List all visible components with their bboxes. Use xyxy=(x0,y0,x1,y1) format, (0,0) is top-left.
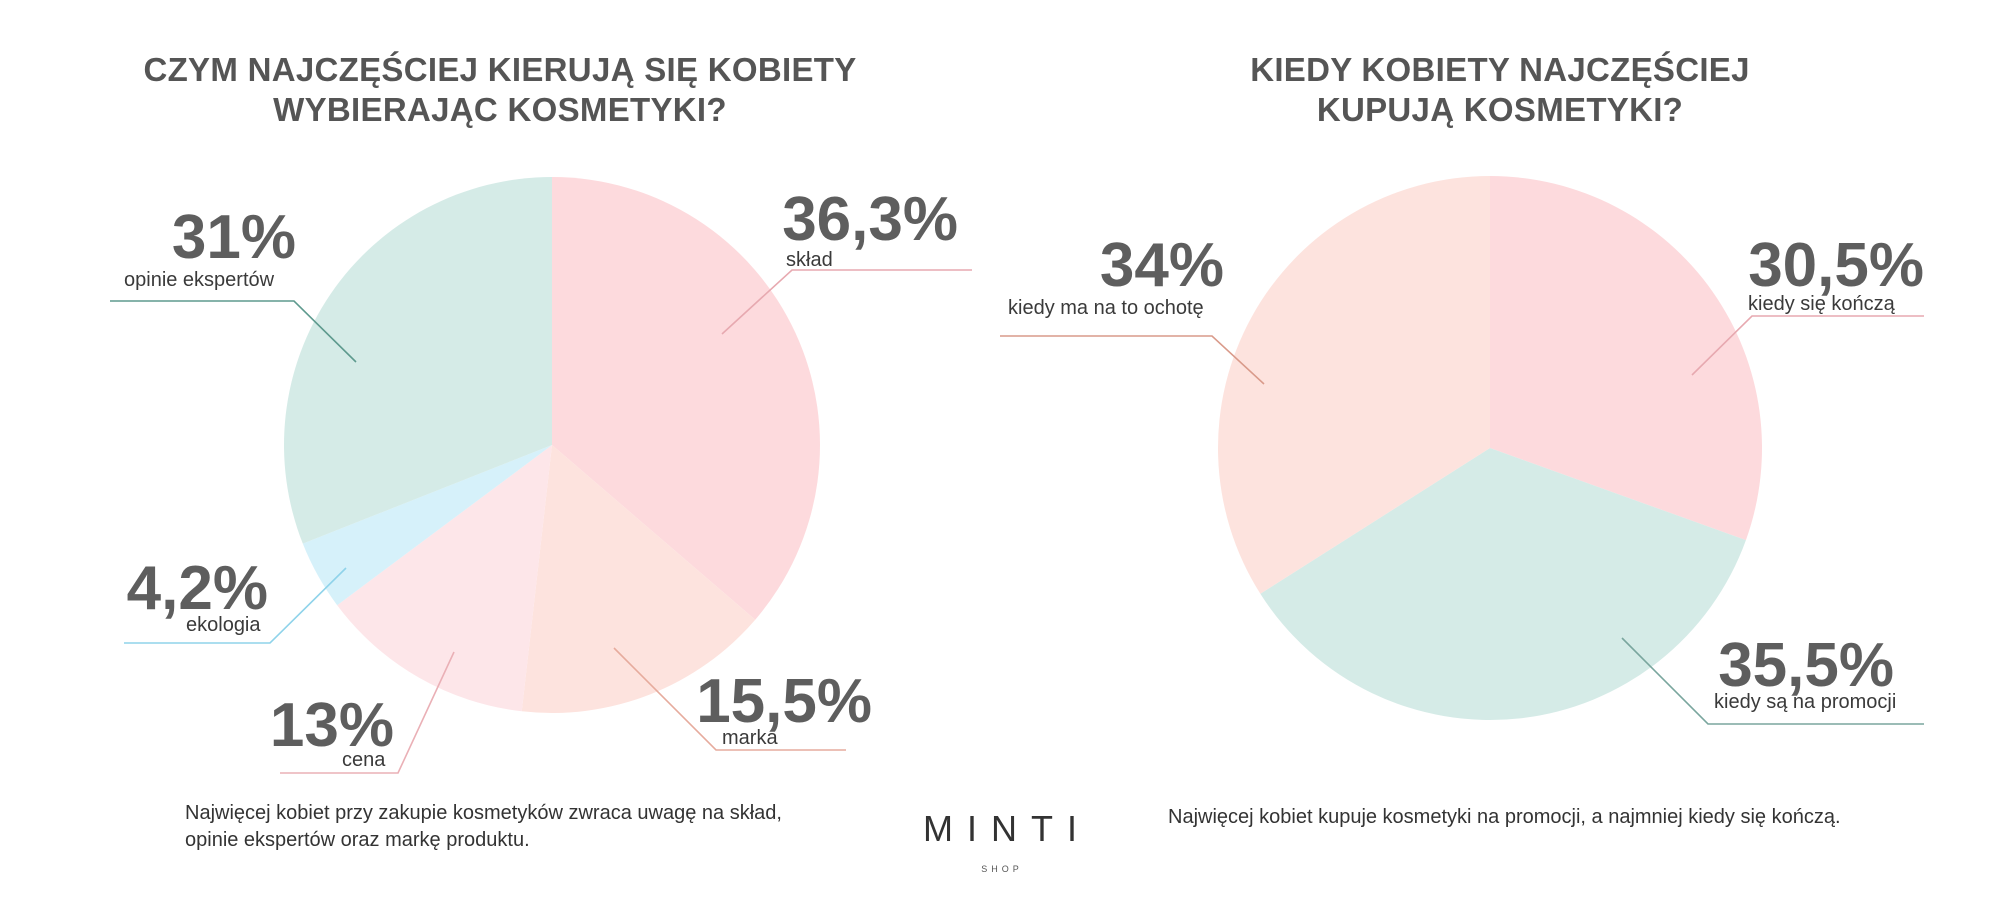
brand-sub: SHOP xyxy=(981,864,1023,874)
slice-percentage-label: 30,5% xyxy=(1748,231,1924,300)
slice-percentage-label: 15,5% xyxy=(696,667,872,736)
leader-line xyxy=(1621,637,1924,725)
slice-percentage-label: 31% xyxy=(172,203,296,272)
leader-line xyxy=(1691,315,1924,376)
leader-line xyxy=(1000,335,1265,385)
slice-percentage-label: 13% xyxy=(270,691,394,760)
pie-slice-marka xyxy=(521,445,756,714)
slice-percentage-label: 34% xyxy=(1100,231,1224,300)
leader-line xyxy=(721,269,972,335)
chart-title-line: WYBIERAJĄC KOSMETYKI? xyxy=(273,91,727,128)
caption-line: opinie ekspertów oraz markę produktu. xyxy=(185,829,530,851)
pie-slice-kiedy-się-kończą xyxy=(1490,176,1763,541)
slice-category-label: kiedy ma na to ochotę xyxy=(1008,297,1204,319)
pie-slice-cena xyxy=(337,445,552,712)
pie-chart: 30,5%kiedy się kończą 35,5%kiedy są na pr… xyxy=(1000,176,1924,725)
chart-panel-purchase-timing: KIEDY KOBIETY NAJCZĘŚCIEJ KUPUJĄ KOSMETY… xyxy=(1000,0,2000,909)
chart-caption: Najwięcej kobiet przy zakupie kosmetyków… xyxy=(185,800,905,854)
slice-category-label: cena xyxy=(342,749,386,771)
chart-title: CZYM NAJCZĘŚCIEJ KIERUJĄ SIĘ KOBIETY WYB… xyxy=(0,50,1000,130)
slice-category-label: marka xyxy=(722,727,778,749)
pie-slice-kiedy-są-na-promocji xyxy=(1260,448,1746,721)
slice-percentage-label: 36,3% xyxy=(782,185,958,254)
slice-category-label: kiedy są na promocji xyxy=(1714,691,1896,713)
chart-title: KIEDY KOBIETY NAJCZĘŚCIEJ KUPUJĄ KOSMETY… xyxy=(1000,50,2000,130)
leader-line xyxy=(280,651,455,774)
slice-category-label: kiedy się kończą xyxy=(1748,293,1896,315)
caption-line: Najwięcej kobiet przy zakupie kosmetyków… xyxy=(185,802,782,824)
pie-slice-skład xyxy=(552,177,820,620)
chart-title-line: KUPUJĄ KOSMETYKI? xyxy=(1316,91,1684,128)
caption-line: Najwięcej kobiet kupuje kosmetyki na pro… xyxy=(1168,806,1841,828)
slice-percentage-label: 4,2% xyxy=(127,554,268,623)
brand-name: MINTI xyxy=(923,808,1091,849)
chart-panel-ingredients: CZYM NAJCZĘŚCIEJ KIERUJĄ SIĘ KOBIETY WYB… xyxy=(0,50,1000,854)
leader-line xyxy=(124,567,347,644)
leader-line xyxy=(613,647,846,751)
pie-slice-opinie-ekspertów xyxy=(283,177,552,544)
slice-percentage-label: 35,5% xyxy=(1718,631,1894,700)
pie-slice-ekologia xyxy=(302,445,552,606)
slice-category-label: opinie ekspertów xyxy=(124,269,275,291)
slice-category-label: ekologia xyxy=(186,614,261,636)
leader-line xyxy=(110,300,357,363)
chart-caption: Najwięcej kobiet kupuje kosmetyki na pro… xyxy=(1168,804,1968,831)
chart-title-line: CZYM NAJCZĘŚCIEJ KIERUJĄ SIĘ KOBIETY xyxy=(143,51,857,88)
slice-category-label: skład xyxy=(786,249,833,271)
brand-logo: MINTI SHOP xyxy=(900,808,1100,874)
pie-chart: 36,3%skład 15,5%marka 13%cena 4,2%ekologia 3… xyxy=(110,177,972,774)
pie-slice-kiedy-ma-na-to-ochotę xyxy=(1218,176,1490,594)
chart-title-line: KIEDY KOBIETY NAJCZĘŚCIEJ xyxy=(1250,51,1750,88)
